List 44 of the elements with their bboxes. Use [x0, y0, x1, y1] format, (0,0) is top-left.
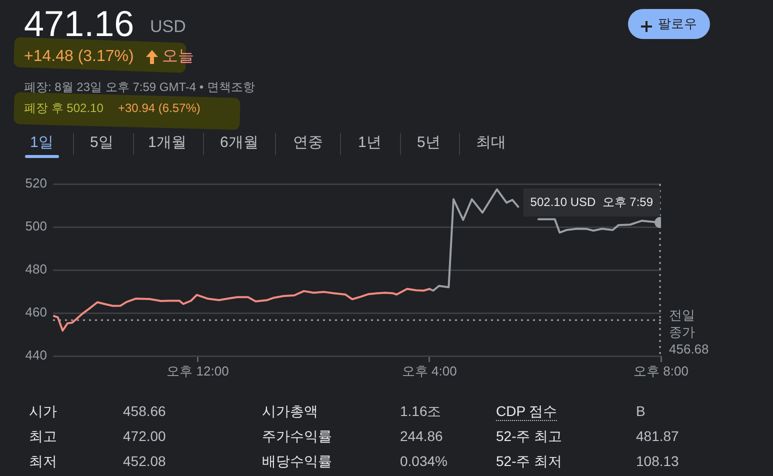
text: 52-주 최고 [496, 428, 562, 445]
text: 최저 [29, 453, 57, 470]
text: 1.16조 [400, 403, 442, 420]
text: 시가총액 [262, 403, 318, 420]
text: +14.48 (3.17%) [24, 47, 134, 66]
text: 1년 [358, 134, 382, 152]
text: 오늘 [162, 47, 194, 66]
text: 52-주 최저 [496, 453, 562, 470]
ref-line-label: 전일 종가 456.68 [669, 308, 709, 357]
text: 폐장: 8월 23일 오후 7:59 GMT-4 • 면책조항 [24, 80, 255, 94]
y-tick-label: 460 [25, 304, 47, 320]
chart-subtitle: USD [150, 17, 186, 38]
text: 244.86 [400, 428, 443, 445]
y-tick-label: 440 [25, 348, 47, 363]
x-tick-label: 오후 12:00 [166, 363, 229, 378]
text: 1개월 [148, 134, 186, 152]
chart-title: 471.16 [24, 2, 134, 46]
text: 주가수익률 [262, 428, 332, 445]
text: 472.00 [123, 428, 166, 445]
x-tick-label: 오후 4:00 [402, 363, 457, 378]
y-tick-label: 520 [25, 176, 47, 191]
text: 5년 [417, 134, 440, 152]
x-tick-label: 오후 8:00 [634, 363, 688, 378]
y-tick-label: 500 [25, 218, 47, 234]
text: 배당수익률 [262, 453, 332, 470]
text: 폐장 후 502.10 [24, 101, 104, 116]
text: B [636, 403, 646, 420]
text: 108.13 [636, 453, 679, 470]
text: 5일 [90, 134, 114, 152]
text: +30.94 (6.57%) [118, 101, 200, 116]
text: 481.87 [636, 428, 679, 445]
text: 6개월 [220, 134, 258, 152]
text: 최고 [29, 428, 57, 445]
text: 시가 [29, 403, 57, 420]
y-tick-label: 480 [25, 262, 47, 277]
text: 최대 [476, 134, 506, 152]
text: CDP 점수 [496, 403, 558, 421]
text: 458.66 [123, 403, 166, 420]
text: 연중 [293, 134, 323, 152]
annotation: 502.10 USD 오후 7:59 [530, 194, 654, 209]
text: 1일 [30, 134, 54, 152]
text: 452.08 [123, 453, 166, 470]
text: 팔로우 [658, 16, 697, 32]
text: 0.034% [400, 453, 448, 470]
